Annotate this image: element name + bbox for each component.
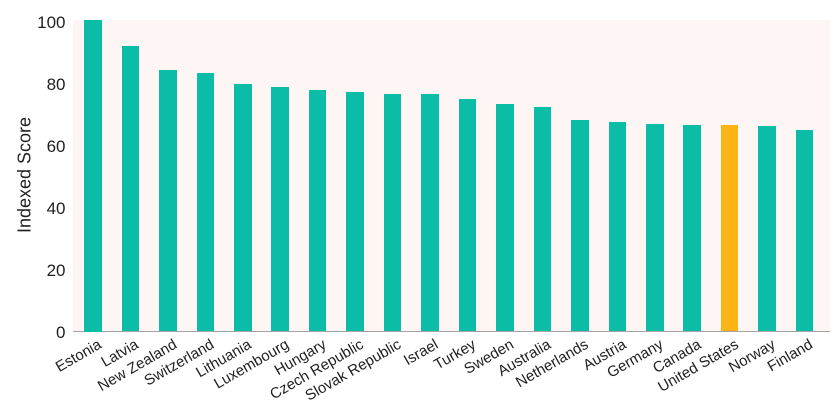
- bar-australia: [533, 107, 552, 332]
- bar-luxembourg: [271, 86, 290, 332]
- x-axis-line: [73, 330, 830, 332]
- y-tick-label-80: 80: [46, 74, 66, 94]
- bar-finland: [795, 130, 814, 332]
- bar-slovak-republic: [383, 93, 402, 332]
- bar-israel: [421, 94, 439, 332]
- bar-hungary: [308, 90, 327, 332]
- bar-estonia: [84, 20, 102, 332]
- y-tick-label-20: 20: [46, 260, 66, 280]
- bar-canada: [683, 124, 701, 332]
- y-tick-label-40: 40: [46, 198, 66, 218]
- y-tick-label-0: 0: [56, 322, 66, 342]
- bar-austria: [608, 121, 627, 332]
- bar-lithuania: [234, 84, 252, 332]
- bar-norway: [758, 126, 776, 332]
- bar-new-zealand: [159, 69, 177, 332]
- plot-area: [73, 20, 830, 332]
- y-tick-label-60: 60: [46, 136, 66, 156]
- bar-germany: [645, 124, 664, 332]
- bar-latvia: [121, 46, 140, 332]
- bar-czech-republic: [346, 91, 364, 332]
- bar-switzerland: [196, 73, 215, 332]
- bar-netherlands: [571, 120, 589, 332]
- bar-united-states: [720, 125, 739, 332]
- bar-turkey: [458, 99, 477, 332]
- bar-sweden: [496, 103, 514, 332]
- y-tick-label-100: 100: [37, 12, 66, 32]
